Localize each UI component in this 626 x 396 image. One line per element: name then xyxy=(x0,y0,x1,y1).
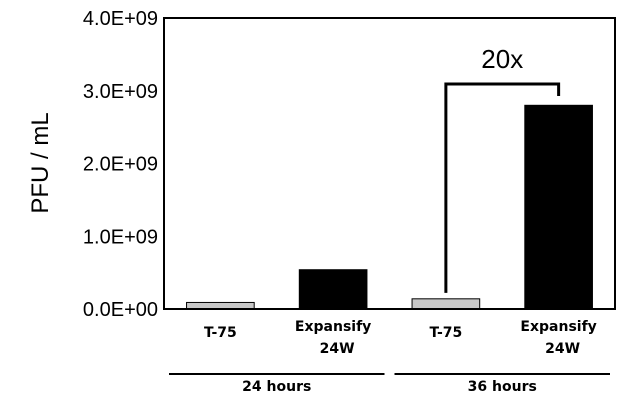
annotation-bracket xyxy=(444,82,561,293)
annotation-label: 20x xyxy=(481,44,523,74)
y-tick-label: 0.0E+00 xyxy=(83,299,158,321)
annotation: 20x xyxy=(444,44,561,293)
category-labels: T-75 Expansify 24W T-75 Expansify 24W xyxy=(204,319,597,357)
y-axis-ticks: 0.0E+00 1.0E+09 2.0E+09 3.0E+09 4.0E+09 xyxy=(83,8,158,321)
bars xyxy=(186,104,593,310)
bar xyxy=(411,298,481,310)
y-tick-label: 2.0E+09 xyxy=(83,154,158,176)
group-label: 36 hours xyxy=(468,379,537,395)
category-label: T-75 xyxy=(204,325,237,341)
y-tick-label: 3.0E+09 xyxy=(83,81,158,103)
y-tick-label: 4.0E+09 xyxy=(83,8,158,30)
group-label: 24 hours xyxy=(242,379,311,395)
category-label: Expansify xyxy=(295,319,371,335)
bar xyxy=(524,104,593,310)
bar xyxy=(298,269,368,310)
category-label: 24W xyxy=(320,341,355,357)
plot-area-frame xyxy=(163,17,616,310)
category-label: Expansify xyxy=(520,319,596,335)
y-tick-label: 1.0E+09 xyxy=(83,226,158,248)
y-axis-label: PFU / mL xyxy=(27,112,54,213)
category-label: 24W xyxy=(545,341,580,357)
group-labels: 24 hours 36 hours xyxy=(169,373,610,395)
category-label: T-75 xyxy=(429,325,462,341)
